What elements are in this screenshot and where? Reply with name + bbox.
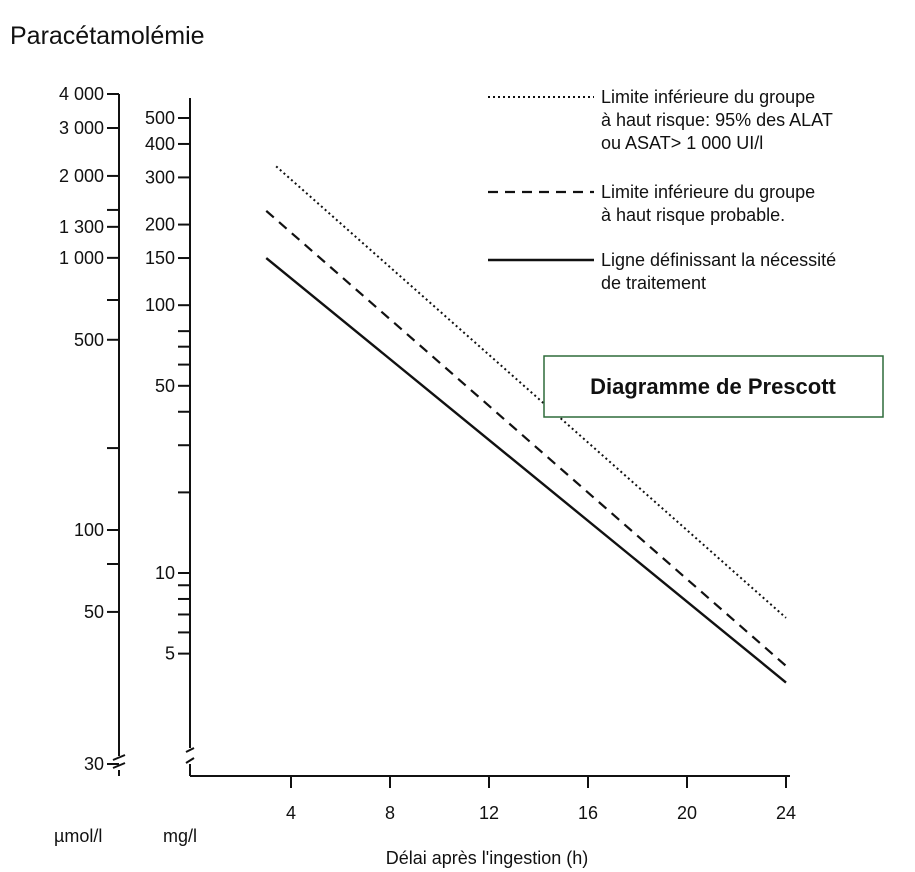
y-umol-tick-label: 100 xyxy=(74,520,104,540)
chart-label-box: Diagramme de Prescott xyxy=(543,355,884,418)
y-umol-tick-label: 1 000 xyxy=(59,248,104,268)
y-umol-tick-label: 1 300 xyxy=(59,217,104,237)
x-tick-label: 4 xyxy=(286,803,296,823)
y-axis-mg-break xyxy=(185,747,195,764)
series-line-dotted xyxy=(275,165,787,619)
x-tick-label: 8 xyxy=(385,803,395,823)
y-umol-tick-label: 500 xyxy=(74,330,104,350)
chart-title: Paracétamolémie xyxy=(10,22,205,50)
legend: Limite inférieure du groupe à haut risque… xyxy=(488,87,836,293)
x-tick-label: 20 xyxy=(677,803,697,823)
y-mg-tick-label: 200 xyxy=(145,215,175,235)
y-mg-tick-label: 500 xyxy=(145,108,175,128)
y-umol-tick-label: 50 xyxy=(84,602,104,622)
y-mg-tick-label: 5 xyxy=(165,644,175,664)
y-axis-umol-break xyxy=(112,754,126,769)
y-mg-tick-label: 150 xyxy=(145,248,175,268)
x-axis-label: Délai après l'ingestion (h) xyxy=(386,848,589,868)
y-umol-tick-label: 4 000 xyxy=(59,84,104,104)
series-line-solid xyxy=(265,257,787,684)
chart-label-frame xyxy=(543,355,884,418)
y-mg-tick-label: 50 xyxy=(155,376,175,396)
legend-label: ou ASAT> 1 000 UI/l xyxy=(601,133,763,153)
y-mg-tick-label: 400 xyxy=(145,134,175,154)
y-axis-mg-unit: mg/l xyxy=(163,826,197,846)
legend-label: à haut risque probable. xyxy=(601,205,785,225)
x-tick-label: 16 xyxy=(578,803,598,823)
y-umol-tick-label: 2 000 xyxy=(59,166,104,186)
y-mg-tick-label: 300 xyxy=(145,167,175,187)
legend-label: Limite inférieure du groupe xyxy=(601,182,815,202)
y-mg-tick-label: 10 xyxy=(155,563,175,583)
x-tick-label: 12 xyxy=(479,803,499,823)
series-line-dashed xyxy=(265,210,787,667)
y-umol-tick-label: 3 000 xyxy=(59,118,104,138)
y-mg-tick-label: 100 xyxy=(145,295,175,315)
legend-label: Limite inférieure du groupe xyxy=(601,87,815,107)
legend-label: à haut risque: 95% des ALAT xyxy=(601,110,833,130)
chart-subtitle: Diagramme de Prescott xyxy=(590,374,836,399)
series-layer xyxy=(265,165,787,684)
y-umol-tick-label: 30 xyxy=(84,754,104,774)
legend-label: de traitement xyxy=(601,273,706,293)
axes-layer: 4 000 3 000 2 000 1 300 1 000 500 100 50 30 500 40… xyxy=(59,84,796,823)
y-axis-umol-unit: µmol/l xyxy=(54,826,102,846)
legend-label: Ligne définissant la nécessité xyxy=(601,250,836,270)
x-tick-label: 24 xyxy=(776,803,796,823)
